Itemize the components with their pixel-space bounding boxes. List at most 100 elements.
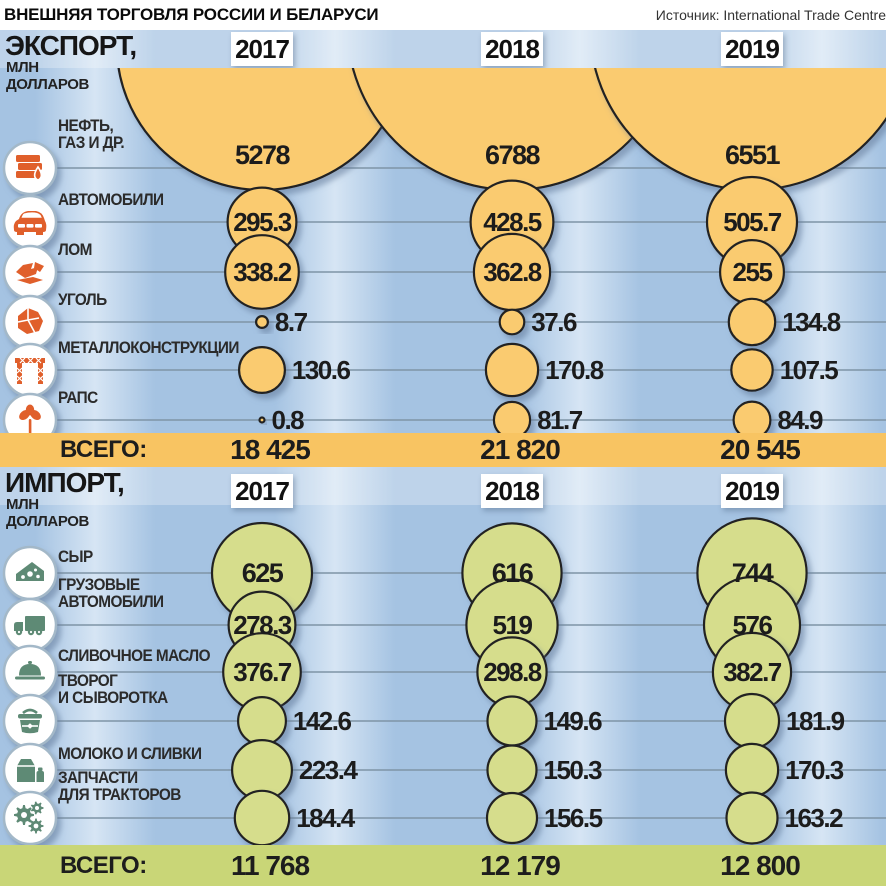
category-label: ГРУЗОВЫЕ АВТОМОБИЛИ xyxy=(58,576,164,611)
value-label: 382.7 xyxy=(723,657,782,687)
import-year-badge-2018: 2018 xyxy=(481,474,543,508)
export-bubble-chart: 5278 295.3 338.2 8.7 130.6 0.8 6788 428.5 362.8 3… xyxy=(2,68,886,433)
bubble-import-2018-row4 xyxy=(486,744,538,796)
value-label: 6551 xyxy=(725,140,781,170)
category-label: НЕФТЬ, ГАЗ И ДР. xyxy=(58,117,125,152)
steel-structures-icon xyxy=(2,342,58,398)
bubble-export-2018-row3 xyxy=(498,308,526,336)
value-label: 576 xyxy=(733,610,773,640)
value-label: 255 xyxy=(733,257,773,287)
export-year-badge-2019: 2019 xyxy=(721,32,783,66)
import-total-2017: 11 768 xyxy=(230,850,310,881)
import-section: ИМПОРТ, МЛН ДОЛЛАРОВ 2017 2018 2019 625 2… xyxy=(0,467,886,886)
value-label: 505.7 xyxy=(723,207,782,237)
scrap-metal-icon xyxy=(2,244,58,300)
coal-icon xyxy=(2,294,58,350)
oil-gas-icon xyxy=(2,140,58,196)
value-label: 428.5 xyxy=(483,207,542,237)
category-label: ЛОМ xyxy=(58,241,92,259)
value-label: 625 xyxy=(242,558,284,588)
value-label: 81.7 xyxy=(537,405,583,433)
bubble-import-2018-row5 xyxy=(485,791,539,845)
rapeseed-icon xyxy=(2,392,58,433)
bubble-export-2019-row3 xyxy=(727,297,777,347)
value-label: 107.5 xyxy=(780,355,839,385)
value-label: 156.5 xyxy=(544,803,603,833)
export-section: ЭКСПОРТ, МЛН ДОЛЛАРОВ 2017 2018 2019 527… xyxy=(0,30,886,467)
category-label: МЕТАЛЛОКОНСТРУКЦИИ xyxy=(58,339,239,357)
value-label: 744 xyxy=(732,558,774,588)
value-label: 223.4 xyxy=(299,755,359,785)
import-totals-row: ВСЕГО: 11 768 12 179 12 800 xyxy=(0,845,886,886)
category-label: РАПС xyxy=(58,389,98,407)
import-total-2018: 12 179 xyxy=(480,850,561,881)
value-label: 142.6 xyxy=(293,706,352,736)
bubble-import-2017-row5 xyxy=(233,789,291,845)
import-total-2019: 12 800 xyxy=(720,850,801,881)
import-unit-line2: ДОЛЛАРОВ xyxy=(6,513,89,530)
value-label: 130.6 xyxy=(292,355,351,385)
export-total-2017: 18 425 xyxy=(230,434,311,465)
export-unit-line1: МЛН xyxy=(6,59,39,76)
bubble-import-2018-row3 xyxy=(486,695,538,747)
import-section-title: ИМПОРТ, xyxy=(5,467,125,498)
category-label: МОЛОКО И СЛИВКИ xyxy=(58,745,202,763)
page-title: ВНЕШНЯЯ ТОРГОВЛЯ РОССИИ И БЕЛАРУСИ xyxy=(4,5,379,24)
bubble-export-2017-row5 xyxy=(258,416,266,424)
export-totals-label: ВСЕГО: xyxy=(60,436,147,463)
value-label: 170.8 xyxy=(545,355,604,385)
category-label: СЛИВОЧНОЕ МАСЛО xyxy=(58,647,211,665)
value-label: 150.3 xyxy=(544,755,603,785)
value-label: 149.6 xyxy=(544,706,603,736)
bubble-import-2017-row3 xyxy=(237,696,288,747)
category-label: ЗАПЧАСТИ ДЛЯ ТРАКТОРОВ xyxy=(58,769,181,804)
value-label: 616 xyxy=(492,558,534,588)
bubble-export-2019-row4 xyxy=(730,348,774,392)
bubble-export-2017-row3 xyxy=(255,315,270,330)
value-label: 0.8 xyxy=(272,405,305,433)
source-credit: Источник: International Trade Centre xyxy=(655,7,886,23)
export-year-badge-2017: 2017 xyxy=(231,32,293,66)
title-bar: ВНЕШНЯЯ ТОРГОВЛЯ РОССИИ И БЕЛАРУСИ Источ… xyxy=(0,0,886,30)
export-total-2018: 21 820 xyxy=(480,434,561,465)
import-unit-line1: МЛН xyxy=(6,496,39,513)
bubble-export-2018-row5 xyxy=(492,400,532,433)
value-label: 6788 xyxy=(485,140,541,170)
import-year-badge-2019: 2019 xyxy=(721,474,783,508)
value-label: 362.8 xyxy=(483,257,542,287)
category-label: СЫР xyxy=(58,548,93,566)
bubble-export-2019-row5 xyxy=(732,400,772,433)
value-label: 84.9 xyxy=(777,405,823,433)
value-label: 519 xyxy=(493,610,533,640)
bubble-export-2017-row2 xyxy=(224,234,300,310)
import-year-badge-2017: 2017 xyxy=(231,474,293,508)
value-label: 184.4 xyxy=(296,803,356,833)
curd-whey-icon xyxy=(2,693,58,749)
value-label: 37.6 xyxy=(531,307,577,337)
import-bubble-chart: 625278.3376.7142.6223.4184.4616519298.81… xyxy=(2,517,886,845)
value-label: 5278 xyxy=(235,140,291,170)
car-icon xyxy=(2,194,58,250)
export-total-2019: 20 545 xyxy=(720,434,801,465)
value-label: 278.3 xyxy=(233,610,292,640)
value-label: 295.3 xyxy=(233,207,292,237)
export-totals-row: ВСЕГО: 18 425 21 820 20 545 xyxy=(0,433,886,467)
category-label: УГОЛЬ xyxy=(58,291,107,309)
value-label: 8.7 xyxy=(275,307,308,337)
category-label: ТВОРОГ И СЫВОРОТКА xyxy=(58,672,168,707)
cheese-icon xyxy=(2,545,58,601)
bubble-import-2019-row3 xyxy=(723,692,781,750)
value-label: 181.9 xyxy=(786,706,845,736)
value-label: 376.7 xyxy=(233,657,292,687)
bubble-import-2019-row4 xyxy=(724,742,780,798)
category-label: АВТОМОБИЛИ xyxy=(58,191,164,209)
value-label: 170.3 xyxy=(785,755,844,785)
export-year-badge-2018: 2018 xyxy=(481,32,543,66)
value-label: 338.2 xyxy=(233,257,292,287)
truck-icon xyxy=(2,597,58,653)
value-label: 134.8 xyxy=(782,307,841,337)
value-label: 298.8 xyxy=(483,657,542,687)
milk-cream-icon xyxy=(2,742,58,798)
export-section-title: ЭКСПОРТ, xyxy=(5,30,137,61)
